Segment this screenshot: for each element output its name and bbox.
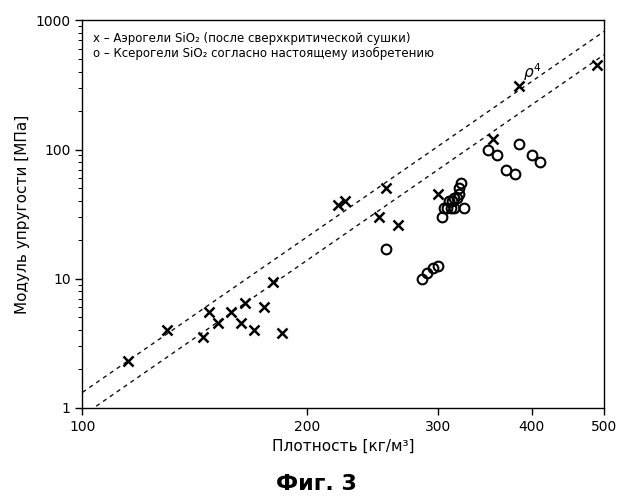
- Text: Фиг. 3: Фиг. 3: [276, 474, 356, 494]
- Y-axis label: Модуль упругости [МПа]: Модуль упругости [МПа]: [15, 114, 30, 314]
- Text: $\rho^4$: $\rho^4$: [523, 61, 542, 83]
- Text: x – Аэрогели SiO₂ (после сверхкритической сушки)
o – Ксерогели SiO₂ согласно нас: x – Аэрогели SiO₂ (после сверхкритическо…: [93, 32, 434, 60]
- X-axis label: Плотность [кг/м³]: Плотность [кг/м³]: [272, 439, 415, 454]
